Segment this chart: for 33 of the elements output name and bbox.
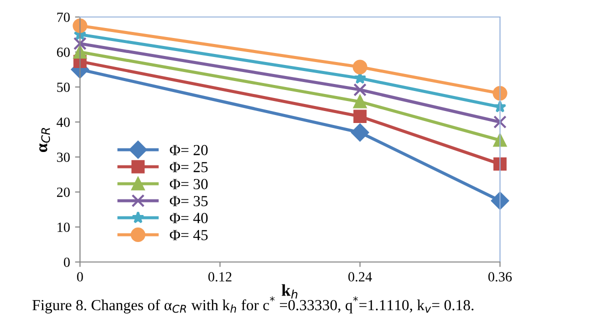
x-axis-title: k$_{h}$ [282,284,298,299]
point [73,37,87,50]
x-tick-label: 0.24 [348,272,372,282]
legend-label: Φ= 35 [170,196,208,206]
y-tick-label: 60 [56,48,70,57]
point [493,134,507,147]
point [353,110,367,123]
point [353,83,367,96]
x-tick-label: 0 [77,272,83,282]
y-tick-label: 40 [56,118,70,127]
legend-label: Φ= 40 [170,212,208,224]
legend-label: Φ= 20 [170,144,208,156]
legend-label: Φ= 30 [170,178,208,190]
point [493,157,507,171]
point [72,18,88,34]
x-tick-label: 0.12 [208,272,232,282]
point [351,124,369,142]
y-tick-label: 0 [64,258,70,267]
point [352,60,368,74]
y-tick-label: 70 [57,12,70,22]
legend-label: Φ= 25 [170,162,208,172]
y-tick-label: 50 [57,82,70,92]
x-tick-label: 0.36 [488,272,512,282]
y-axis-title: α$_{CR}$ [39,128,50,152]
legend-label: Φ= 45 [170,230,208,240]
point [491,192,509,210]
y-tick-label: 30 [57,152,70,162]
y-tick-label: 20 [57,188,70,197]
y-tick-label: 10 [58,222,70,232]
point [493,115,507,129]
point [73,45,87,59]
point [492,86,508,101]
point [353,95,367,108]
